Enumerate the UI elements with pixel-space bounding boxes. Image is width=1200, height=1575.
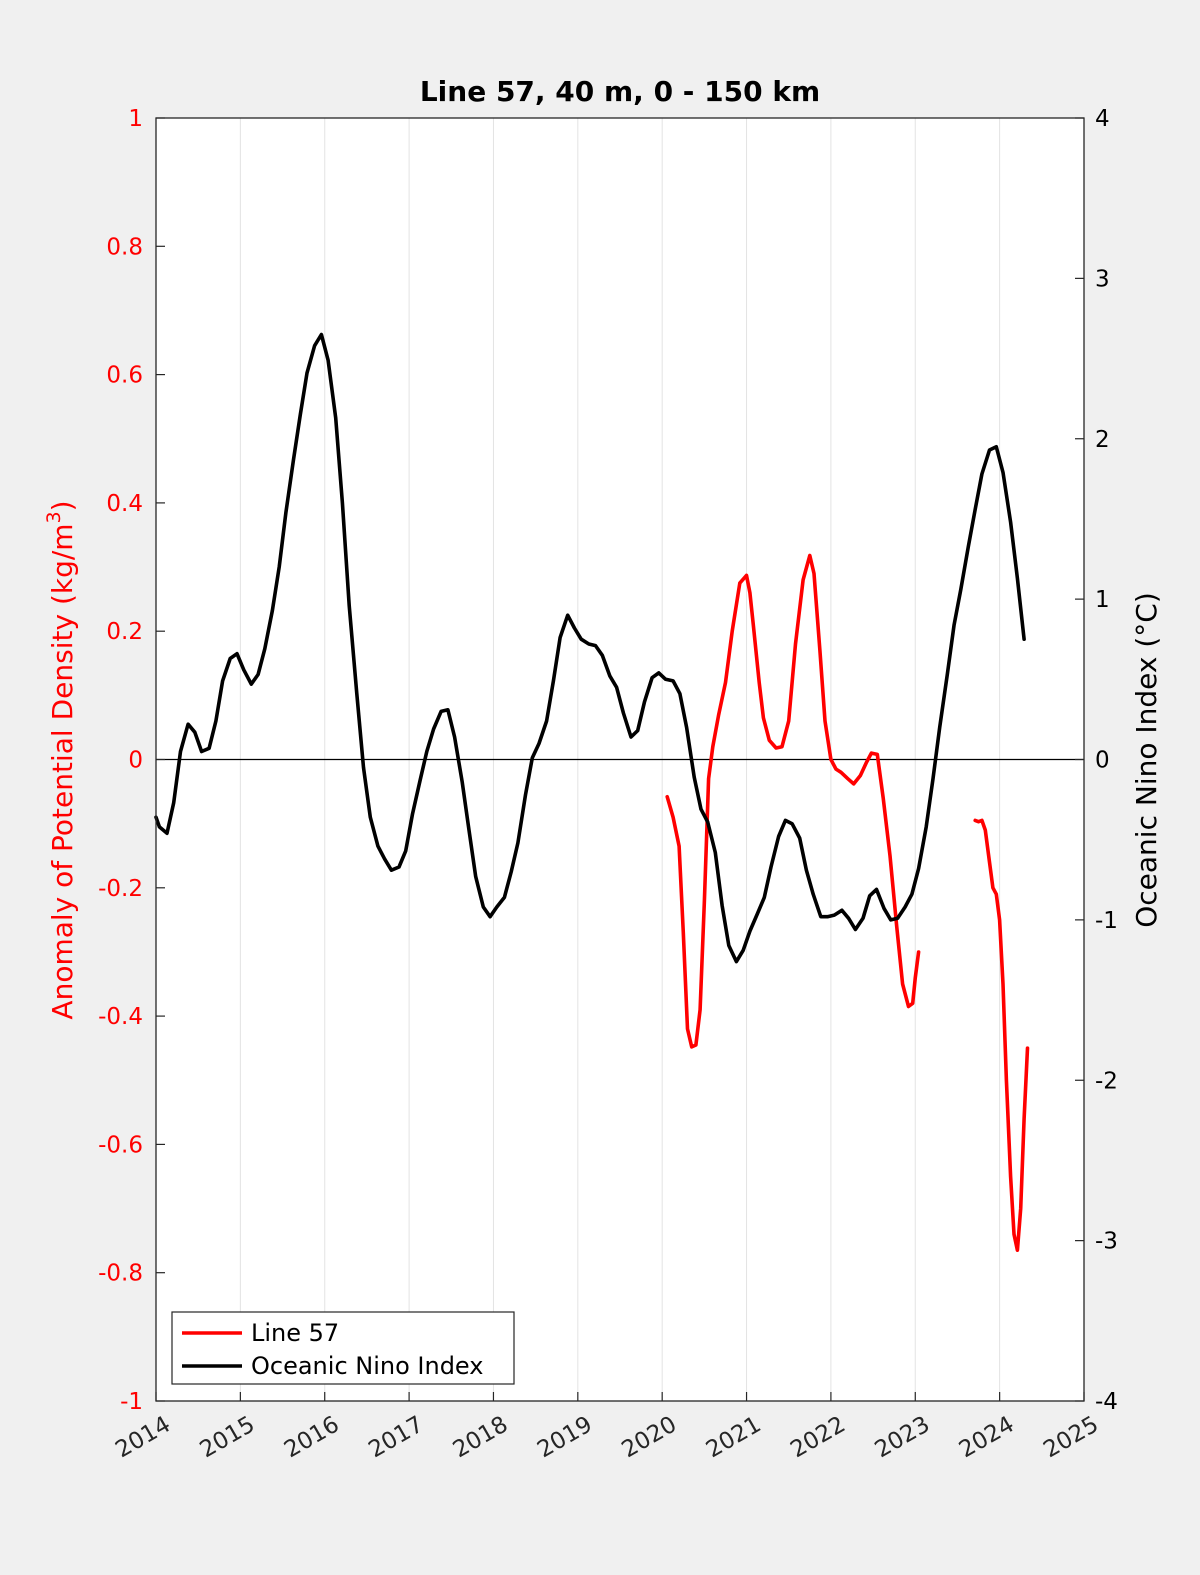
right-axis-title: Oceanic Nino Index (°C) — [1130, 592, 1163, 928]
left-axis-title-close: ) — [46, 500, 79, 511]
y-left-tick-label: 0.8 — [106, 234, 143, 260]
line57-series-line-segment-1 — [665, 553, 921, 1049]
y-right-tick-label: 0 — [1095, 748, 1110, 774]
y-left-tick-label: -0.2 — [98, 876, 143, 902]
x-tick-label: 2024 — [955, 1412, 1019, 1464]
legend-box — [171, 1311, 515, 1385]
left-axis-title: Anomaly of Potential Density (kg/m3) — [43, 500, 79, 1019]
x-tick-label: 2016 — [280, 1412, 344, 1464]
x-tick-label: 2014 — [111, 1412, 175, 1464]
x-tick-label: 2022 — [786, 1412, 850, 1464]
y-left-tick-label: -0.6 — [98, 1132, 143, 1158]
y-right-tick-label: -4 — [1095, 1389, 1118, 1415]
line57-series-line-segment-2 — [973, 818, 1030, 1252]
oni-series-line-segment-1 — [154, 332, 1026, 964]
y-left-tick-label: -0.4 — [98, 1004, 143, 1030]
y-right-tick-label: -1 — [1095, 908, 1118, 934]
y-right-tick-label: -2 — [1095, 1068, 1118, 1094]
y-right-tick-label: 3 — [1095, 266, 1110, 292]
y-left-tick-label: 0.6 — [106, 363, 143, 389]
x-tick-label: 2015 — [196, 1412, 260, 1464]
x-tick-label: 2017 — [364, 1412, 428, 1464]
y-right-tick-label: 2 — [1095, 427, 1110, 453]
y-right-tick-label: -3 — [1095, 1229, 1118, 1255]
left-axis-title-main: Anomaly of Potential Density (kg/m — [46, 523, 79, 1019]
legend: Line 57 Oceanic Nino Index — [171, 1311, 515, 1385]
series-layer — [154, 332, 1030, 1252]
y-left-tick-label: 0.4 — [106, 491, 143, 517]
x-tick-label: 2021 — [702, 1412, 766, 1464]
legend-label-line57: Line 57 — [251, 1319, 339, 1347]
y-left-tick-label: 0 — [128, 748, 143, 774]
y-left-tick-label: -1 — [120, 1389, 143, 1415]
x-tick-label: 2025 — [1039, 1412, 1103, 1464]
x-tick-label: 2018 — [449, 1412, 513, 1464]
y-left-tick-label: 1 — [128, 106, 143, 132]
x-tick-label: 2023 — [871, 1412, 935, 1464]
legend-label-oni: Oceanic Nino Index — [251, 1352, 483, 1380]
y-left-tick-label: -0.8 — [98, 1261, 143, 1287]
y-left-tick-label: 0.2 — [106, 619, 143, 645]
chart-title: Line 57, 40 m, 0 - 150 km — [420, 75, 820, 108]
x-tick-label: 2019 — [533, 1412, 597, 1464]
left-axis-title-sup: 3 — [43, 511, 65, 523]
y-right-tick-label: 1 — [1095, 587, 1110, 613]
y-right-tick-label: 4 — [1095, 106, 1110, 132]
x-tick-label: 2020 — [617, 1412, 681, 1464]
